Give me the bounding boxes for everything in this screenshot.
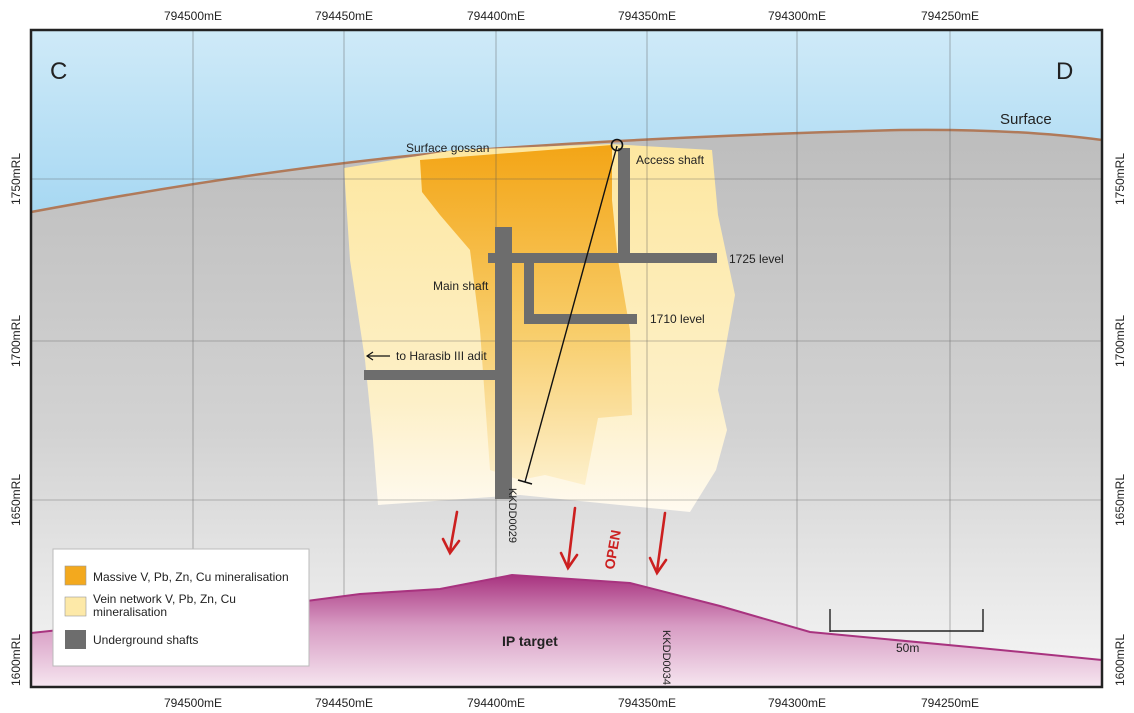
red-arrow-icon bbox=[559, 506, 579, 571]
rl-tick-left: 1700mRL bbox=[9, 315, 23, 367]
rl-tick-right: 1750mRL bbox=[1113, 153, 1127, 205]
main-shaft bbox=[495, 227, 512, 499]
rl-tick-right: 1650mRL bbox=[1113, 474, 1127, 526]
scale-bar bbox=[829, 609, 984, 632]
rl-tick-right: 1600mRL bbox=[1113, 634, 1127, 686]
drillhole-kkdd0029-label: KKDD0029 bbox=[506, 488, 518, 543]
legend-item-massive: Massive V, Pb, Zn, Cu mineralisation bbox=[64, 565, 289, 586]
red-arrow-icon bbox=[648, 511, 668, 576]
level-1710-connector bbox=[524, 258, 534, 320]
drillhole-collar bbox=[610, 138, 624, 152]
legend-label-massive: Massive V, Pb, Zn, Cu mineralisation bbox=[93, 570, 289, 584]
easting-tick-top: 794400mE bbox=[467, 9, 525, 23]
easting-axis-top: 794500mE 794450mE 794400mE 794350mE 7943… bbox=[164, 9, 979, 23]
legend-label-vein-line1: Vein network V, Pb, Zn, Cu bbox=[93, 592, 236, 606]
drillhole-kkdd0029-trace bbox=[524, 145, 618, 483]
easting-tick-bottom: 794450mE bbox=[315, 696, 373, 710]
easting-tick-top: 794350mE bbox=[618, 9, 676, 23]
legend-label-shafts: Underground shafts bbox=[93, 633, 198, 647]
easting-tick-bottom: 794350mE bbox=[618, 696, 676, 710]
surface-gossan-label: Surface gossan bbox=[406, 141, 489, 155]
easting-tick-bottom: 794400mE bbox=[467, 696, 525, 710]
legend-swatch-massive bbox=[64, 565, 87, 586]
level-1725-label: 1725 level bbox=[729, 252, 784, 266]
corner-label-left: C bbox=[50, 58, 67, 85]
rl-axis-right: 1750mRL 1700mRL 1650mRL 1600mRL bbox=[1113, 153, 1127, 686]
rl-axis-left: 1750mRL 1700mRL 1650mRL 1600mRL bbox=[9, 153, 23, 686]
open-arrows bbox=[441, 506, 668, 576]
level-1710-label: 1710 level bbox=[650, 312, 705, 326]
rl-tick-right: 1700mRL bbox=[1113, 315, 1127, 367]
legend-item-vein: Vein network V, Pb, Zn, Cu mineralisatio… bbox=[64, 592, 236, 619]
drillhole-kkdd0034-label: KKDD0034 bbox=[660, 630, 672, 685]
easting-tick-top: 794500mE bbox=[164, 9, 222, 23]
easting-axis-bottom: 794500mE 794450mE 794400mE 794350mE 7943… bbox=[164, 696, 979, 710]
underground-shafts bbox=[364, 148, 717, 499]
rl-tick-left: 1750mRL bbox=[9, 153, 23, 205]
legend-swatch-vein bbox=[64, 596, 87, 617]
easting-tick-bottom: 794500mE bbox=[164, 696, 222, 710]
main-shaft-label: Main shaft bbox=[433, 279, 489, 293]
easting-tick-top: 794300mE bbox=[768, 9, 826, 23]
harasib-adit-drive bbox=[364, 370, 498, 380]
corner-label-right: D bbox=[1056, 58, 1073, 85]
level-1710-drive bbox=[524, 314, 637, 324]
legend-swatch-shafts bbox=[65, 630, 86, 649]
harasib-arrow-icon bbox=[365, 351, 390, 361]
access-shaft bbox=[618, 148, 630, 256]
rl-tick-left: 1600mRL bbox=[9, 634, 23, 686]
legend-label-vein-line2: mineralisation bbox=[93, 605, 167, 619]
ip-target-label: IP target bbox=[502, 633, 558, 649]
easting-tick-bottom: 794300mE bbox=[768, 696, 826, 710]
easting-tick-bottom: 794250mE bbox=[921, 696, 979, 710]
section-frame bbox=[29, 28, 1104, 689]
level-1725-drive bbox=[488, 253, 717, 263]
easting-tick-top: 794450mE bbox=[315, 9, 373, 23]
harasib-adit-label: to Harasib III adit bbox=[396, 349, 487, 363]
rl-tick-left: 1650mRL bbox=[9, 474, 23, 526]
red-arrow-icon bbox=[441, 510, 461, 556]
drillhole-kkdd0029-end bbox=[517, 479, 533, 485]
easting-tick-top: 794250mE bbox=[921, 9, 979, 23]
legend: Massive V, Pb, Zn, Cu mineralisation Vei… bbox=[52, 548, 310, 667]
access-shaft-label: Access shaft bbox=[636, 153, 705, 167]
legend-box bbox=[52, 548, 310, 667]
surface-label: Surface bbox=[1000, 111, 1052, 128]
legend-item-shafts: Underground shafts bbox=[65, 630, 198, 649]
scale-label: 50m bbox=[896, 641, 919, 655]
open-label: OPEN bbox=[601, 529, 624, 571]
